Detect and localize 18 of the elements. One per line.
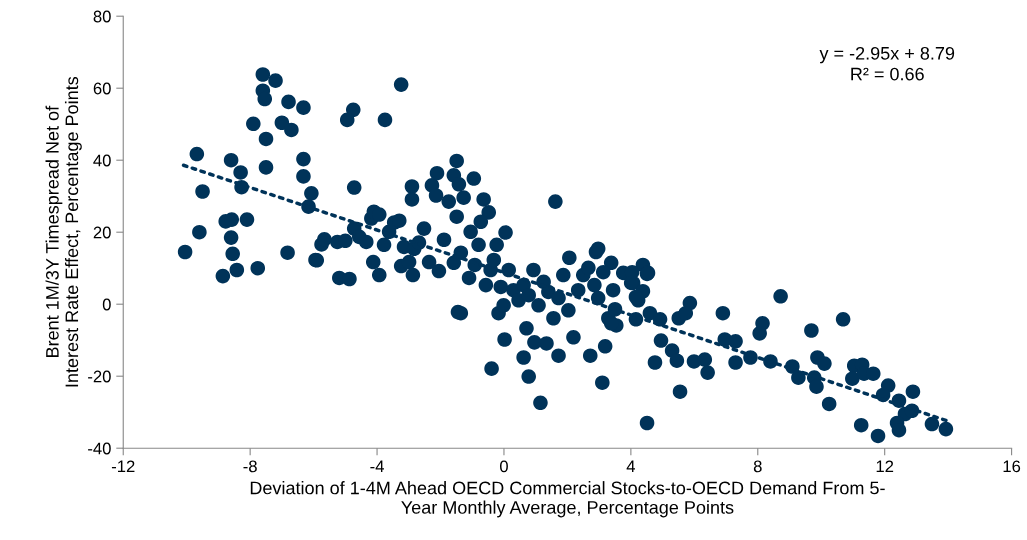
y-tick-label: -20	[88, 370, 111, 383]
annotation: y = -2.95x + 8.79 R² = 0.66	[819, 46, 955, 81]
x-tick-label: -12	[111, 460, 135, 473]
x-tick-label: 8	[753, 460, 762, 473]
y-tick-label: 60	[93, 82, 111, 95]
x-tick-label: -8	[243, 460, 257, 473]
x-tick-label: 12	[876, 460, 894, 473]
y-tick-label: 0	[102, 298, 111, 311]
y-tick-label: 40	[93, 154, 111, 167]
x-tick-label: -4	[370, 460, 384, 473]
x-tick-label: 4	[626, 460, 636, 473]
y-axis-title: Brent 1M/3Y Timespread Net of Interest Rate Effect, Percentage Points	[45, 76, 82, 387]
x-tick-label: 0	[499, 460, 508, 473]
y-tick-label: 20	[93, 226, 111, 239]
x-tick-label: 16	[1003, 460, 1021, 473]
x-axis-title: Deviation of 1-4M Ahead OECD Commercial Stocks-to-OECD Demand From 5- Year Monthly Average, Percentage Points	[250, 481, 885, 518]
y-tick-label: 80	[93, 10, 111, 23]
y-tick-label: -40	[88, 442, 111, 455]
